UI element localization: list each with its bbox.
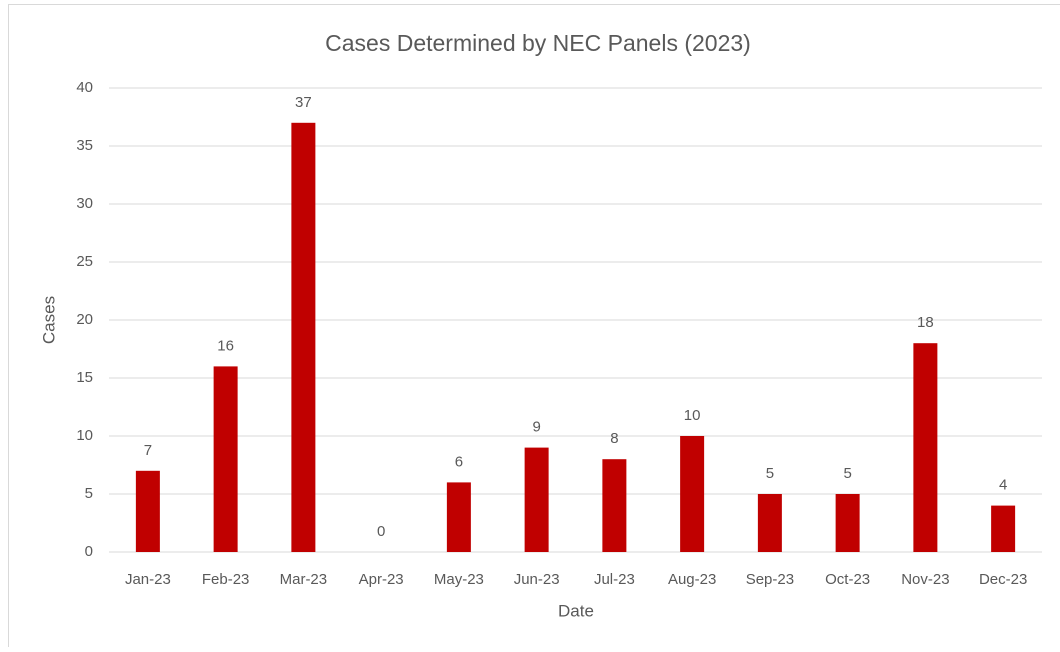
data-label: 37 [295, 94, 312, 111]
data-label: 18 [917, 314, 934, 331]
y-axis-label: Cases [39, 296, 58, 344]
data-label: 5 [766, 465, 774, 482]
bar [447, 482, 471, 552]
x-tick-label: Dec-23 [979, 571, 1027, 588]
bar [836, 494, 860, 552]
x-tick-label: Jun-23 [514, 571, 560, 588]
data-label: 5 [843, 465, 851, 482]
bar [525, 448, 549, 552]
x-tick-label: Sep-23 [746, 571, 794, 588]
bar [602, 459, 626, 552]
x-tick-label: Feb-23 [202, 571, 250, 588]
data-label: 9 [532, 419, 540, 436]
bar [214, 366, 238, 552]
bar [291, 123, 315, 552]
x-tick-label: Apr-23 [359, 571, 404, 588]
y-tick-label: 20 [76, 311, 93, 328]
bar [991, 506, 1015, 552]
data-label: 4 [999, 477, 1007, 494]
chart-title: Cases Determined by NEC Panels (2023) [325, 30, 751, 56]
x-tick-label: Nov-23 [901, 571, 949, 588]
data-label: 0 [377, 523, 385, 540]
x-tick-label: Mar-23 [280, 571, 328, 588]
y-tick-label: 10 [76, 427, 93, 444]
y-tick-label: 25 [76, 253, 93, 270]
bar [680, 436, 704, 552]
y-tick-label: 5 [85, 485, 93, 502]
data-label: 16 [217, 337, 234, 354]
bar [913, 343, 937, 552]
y-tick-label: 35 [76, 137, 93, 154]
data-label: 7 [144, 442, 152, 459]
y-tick-label: 30 [76, 195, 93, 212]
x-axis-label: Date [558, 601, 594, 620]
bar [136, 471, 160, 552]
x-tick-label: Aug-23 [668, 571, 716, 588]
data-label: 6 [455, 453, 463, 470]
x-tick-label: Jan-23 [125, 571, 171, 588]
y-tick-label: 40 [76, 79, 93, 96]
x-tick-label: Jul-23 [594, 571, 635, 588]
data-label: 8 [610, 430, 618, 447]
y-tick-label: 15 [76, 369, 93, 386]
data-label: 10 [684, 407, 701, 424]
x-tick-label: May-23 [434, 571, 484, 588]
y-tick-label: 0 [85, 543, 93, 560]
x-tick-label: Oct-23 [825, 571, 870, 588]
bar [758, 494, 782, 552]
